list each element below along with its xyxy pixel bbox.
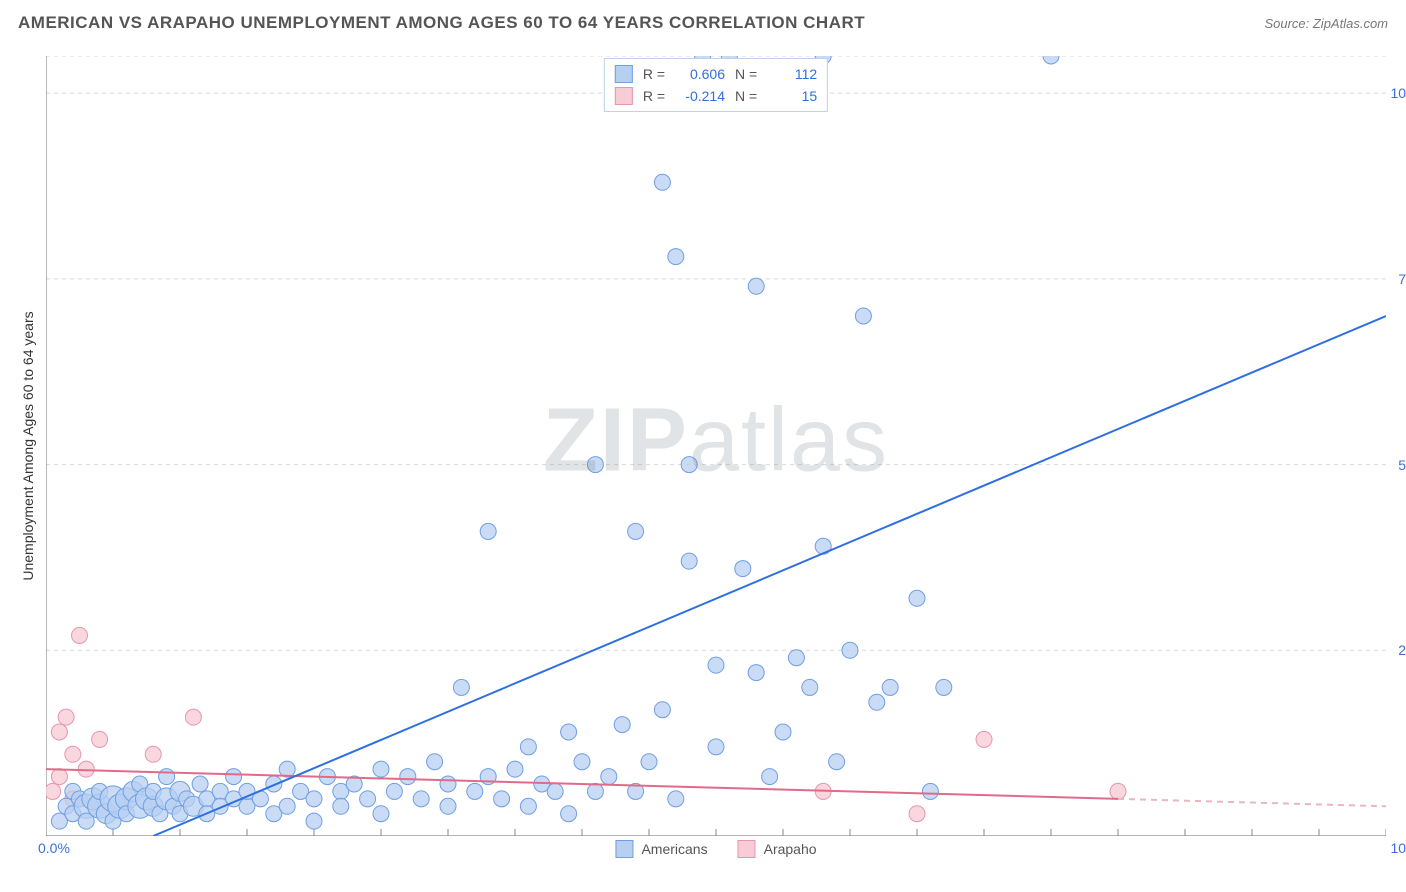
data-point: [494, 791, 510, 807]
data-point: [51, 769, 67, 785]
data-point: [373, 806, 389, 822]
data-point: [58, 709, 74, 725]
data-point: [72, 627, 88, 643]
legend-item-arapaho: Arapaho: [738, 840, 817, 858]
data-point: [654, 702, 670, 718]
swatch-americans: [615, 65, 633, 83]
data-point: [480, 523, 496, 539]
legend-item-americans: Americans: [615, 840, 707, 858]
y-axis-label: Unemployment Among Ages 60 to 64 years: [20, 311, 36, 580]
data-point: [51, 724, 67, 740]
data-point: [909, 590, 925, 606]
data-point: [1043, 56, 1059, 64]
data-point: [614, 717, 630, 733]
data-point: [185, 709, 201, 725]
data-point: [762, 769, 778, 785]
data-point: [453, 679, 469, 695]
data-point: [681, 457, 697, 473]
swatch-arapaho-icon: [738, 840, 756, 858]
data-point: [547, 783, 563, 799]
data-point: [748, 665, 764, 681]
data-point: [708, 739, 724, 755]
data-point: [1110, 783, 1126, 799]
data-point: [561, 806, 577, 822]
data-point: [333, 798, 349, 814]
data-point: [306, 791, 322, 807]
data-point: [788, 650, 804, 666]
data-point: [226, 769, 242, 785]
data-point: [587, 457, 603, 473]
legend-label: Arapaho: [764, 841, 817, 857]
data-point: [641, 754, 657, 770]
data-point: [735, 561, 751, 577]
source-label: Source: ZipAtlas.com: [1264, 16, 1388, 31]
data-point: [306, 813, 322, 829]
data-point: [192, 776, 208, 792]
data-point: [400, 769, 416, 785]
data-point: [145, 746, 161, 762]
data-point: [936, 679, 952, 695]
data-point: [681, 553, 697, 569]
y-tick-label: 100.0%: [1391, 85, 1406, 101]
data-point: [882, 679, 898, 695]
data-point: [373, 761, 389, 777]
data-point: [65, 746, 81, 762]
swatch-americans-icon: [615, 840, 633, 858]
data-point: [855, 308, 871, 324]
data-point: [909, 806, 925, 822]
swatch-arapaho: [615, 87, 633, 105]
data-point: [748, 278, 764, 294]
data-point: [654, 174, 670, 190]
y-tick-label: 50.0%: [1398, 457, 1406, 473]
data-point: [842, 642, 858, 658]
trend-line: [1118, 799, 1386, 806]
data-point: [279, 798, 295, 814]
data-point: [159, 769, 175, 785]
data-point: [708, 657, 724, 673]
legend-label: Americans: [641, 841, 707, 857]
data-point: [574, 754, 590, 770]
data-point: [440, 798, 456, 814]
trend-line: [153, 316, 1386, 836]
correlation-row-arapaho: R = -0.214 N = 15: [615, 85, 817, 107]
data-point: [829, 754, 845, 770]
data-point: [601, 769, 617, 785]
data-point: [46, 783, 61, 799]
series-legend: Americans Arapaho: [615, 840, 816, 858]
data-point: [976, 731, 992, 747]
data-point: [440, 776, 456, 792]
data-point: [386, 783, 402, 799]
data-point: [587, 783, 603, 799]
y-tick-label: 25.0%: [1398, 642, 1406, 658]
y-tick-label: 75.0%: [1398, 271, 1406, 287]
data-point: [520, 739, 536, 755]
data-point: [668, 791, 684, 807]
chart-title: AMERICAN VS ARAPAHO UNEMPLOYMENT AMONG A…: [18, 13, 865, 33]
data-point: [775, 724, 791, 740]
data-point: [869, 694, 885, 710]
data-point: [467, 783, 483, 799]
data-point: [922, 783, 938, 799]
data-point: [92, 731, 108, 747]
data-point: [520, 798, 536, 814]
data-point: [561, 724, 577, 740]
data-point: [413, 791, 429, 807]
data-point: [360, 791, 376, 807]
chart-area: Unemployment Among Ages 60 to 64 years Z…: [46, 56, 1386, 836]
data-point: [628, 523, 644, 539]
data-point: [427, 754, 443, 770]
data-point: [266, 776, 282, 792]
data-point: [507, 761, 523, 777]
x-tick-right: 100.0%: [1391, 840, 1406, 856]
data-point: [668, 249, 684, 265]
data-point: [802, 679, 818, 695]
correlation-row-americans: R = 0.606 N = 112: [615, 63, 817, 85]
scatter-plot: [46, 56, 1386, 836]
x-tick-left: 0.0%: [38, 840, 70, 856]
correlation-legend: R = 0.606 N = 112 R = -0.214 N = 15: [604, 58, 828, 112]
